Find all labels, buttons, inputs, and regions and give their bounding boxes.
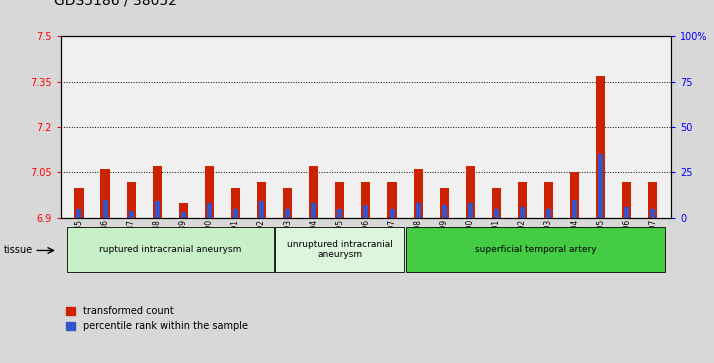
Bar [596, 76, 605, 218]
Bar [231, 188, 240, 218]
Bar [153, 166, 162, 218]
Bar [207, 203, 212, 218]
Bar [518, 182, 527, 218]
Bar [103, 200, 108, 218]
Bar [622, 182, 631, 218]
Bar [492, 188, 501, 218]
Bar [570, 172, 579, 218]
FancyBboxPatch shape [276, 227, 404, 272]
Bar [624, 207, 629, 218]
Bar [442, 205, 447, 218]
Bar [468, 203, 473, 218]
Bar [283, 188, 292, 218]
Bar [546, 209, 551, 218]
Bar [336, 182, 344, 218]
Bar [101, 170, 110, 218]
Bar [311, 203, 316, 218]
Bar [337, 209, 342, 218]
Text: GDS5186 / 38052: GDS5186 / 38052 [54, 0, 176, 7]
Bar [598, 154, 603, 218]
Bar [178, 203, 188, 218]
Bar [233, 209, 238, 218]
Bar [440, 188, 449, 218]
Bar [309, 166, 318, 218]
Text: unruptured intracranial
aneurysm: unruptured intracranial aneurysm [287, 240, 393, 259]
Bar [648, 182, 658, 218]
Bar [416, 203, 421, 218]
Bar [466, 166, 475, 218]
Bar [285, 209, 290, 218]
Bar [390, 209, 395, 218]
Bar [544, 182, 553, 218]
Bar [129, 211, 134, 218]
Bar [126, 182, 136, 218]
Bar [572, 200, 577, 218]
FancyBboxPatch shape [66, 227, 274, 272]
Bar [520, 207, 525, 218]
Bar [257, 182, 266, 218]
Bar [363, 205, 368, 218]
Bar [494, 209, 499, 218]
Text: superficial temporal artery: superficial temporal artery [475, 245, 596, 254]
Bar [181, 212, 186, 218]
Bar [413, 170, 423, 218]
Bar [361, 182, 371, 218]
Bar [388, 182, 396, 218]
Text: ruptured intracranial aneurysm: ruptured intracranial aneurysm [99, 245, 241, 254]
Bar [155, 201, 160, 218]
Text: tissue: tissue [4, 245, 33, 256]
Bar [76, 209, 81, 218]
Legend: transformed count, percentile rank within the sample: transformed count, percentile rank withi… [66, 306, 248, 331]
Bar [205, 166, 214, 218]
Bar [74, 188, 84, 218]
Bar [650, 209, 655, 218]
FancyBboxPatch shape [406, 227, 665, 272]
Bar [259, 201, 264, 218]
